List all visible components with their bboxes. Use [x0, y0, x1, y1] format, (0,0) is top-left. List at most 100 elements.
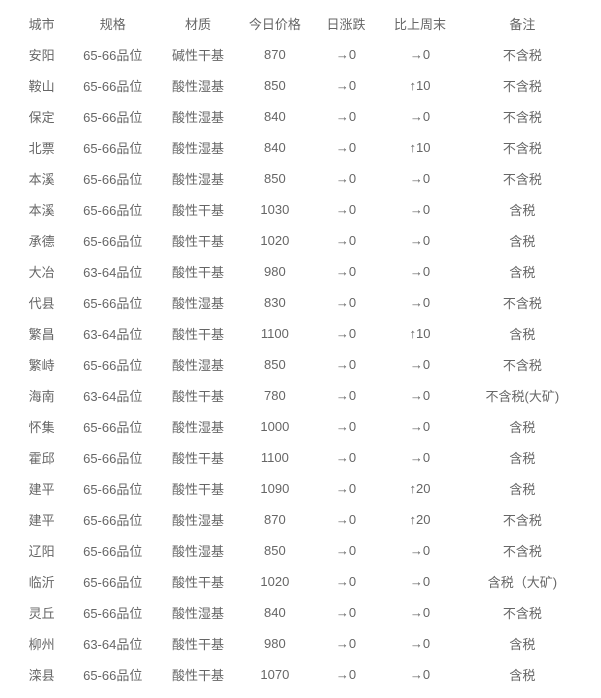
weekly-change-value: 20 — [416, 481, 430, 496]
col-header-material: 材质 — [158, 8, 238, 39]
cell-note: 含税 — [460, 659, 585, 690]
cell-weekly: ↑10 — [380, 132, 460, 163]
arrow-flat-icon: → — [336, 109, 349, 124]
cell-city: 繁昌 — [16, 318, 67, 349]
cell-weekly: →0 — [380, 225, 460, 256]
cell-price: 1090 — [238, 473, 312, 504]
table-row: 建平65-66品位酸性湿基870→0↑20不含税 — [16, 504, 585, 535]
arrow-flat-icon: → — [410, 202, 423, 217]
cell-note: 含税 — [460, 473, 585, 504]
cell-price: 840 — [238, 597, 312, 628]
cell-weekly: →0 — [380, 411, 460, 442]
weekly-change-value: 0 — [423, 109, 430, 124]
arrow-flat-icon: → — [336, 47, 349, 62]
cell-daily: →0 — [312, 163, 380, 194]
cell-spec: 63-64品位 — [67, 380, 158, 411]
cell-material: 酸性干基 — [158, 659, 238, 690]
table-body: 安阳65-66品位碱性干基870→0→0不含税鞍山65-66品位酸性湿基850→… — [16, 39, 585, 690]
cell-city: 辽阳 — [16, 535, 67, 566]
arrow-flat-icon: → — [410, 419, 423, 434]
cell-spec: 65-66品位 — [67, 659, 158, 690]
cell-material: 酸性干基 — [158, 380, 238, 411]
cell-weekly: →0 — [380, 442, 460, 473]
cell-note: 不含税 — [460, 163, 585, 194]
weekly-change: →0 — [410, 388, 430, 403]
table-row: 辽阳65-66品位酸性湿基850→0→0不含税 — [16, 535, 585, 566]
cell-weekly: →0 — [380, 287, 460, 318]
arrow-flat-icon: → — [336, 140, 349, 155]
cell-weekly: →0 — [380, 39, 460, 70]
cell-daily: →0 — [312, 256, 380, 287]
weekly-change-value: 10 — [416, 326, 430, 341]
cell-spec: 65-66品位 — [67, 194, 158, 225]
table-row: 鞍山65-66品位酸性湿基850→0↑10不含税 — [16, 70, 585, 101]
cell-price: 1000 — [238, 411, 312, 442]
cell-price: 840 — [238, 101, 312, 132]
daily-change: →0 — [336, 605, 356, 620]
daily-change: →0 — [336, 481, 356, 496]
cell-price: 980 — [238, 628, 312, 659]
table-row: 临沂65-66品位酸性干基1020→0→0含税（大矿) — [16, 566, 585, 597]
cell-spec: 65-66品位 — [67, 70, 158, 101]
daily-change: →0 — [336, 295, 356, 310]
daily-change-value: 0 — [349, 264, 356, 279]
cell-daily: →0 — [312, 566, 380, 597]
daily-change-value: 0 — [349, 667, 356, 682]
cell-weekly: →0 — [380, 380, 460, 411]
cell-spec: 65-66品位 — [67, 349, 158, 380]
cell-daily: →0 — [312, 504, 380, 535]
cell-city: 鞍山 — [16, 70, 67, 101]
col-header-price: 今日价格 — [238, 8, 312, 39]
daily-change-value: 0 — [349, 47, 356, 62]
daily-change-value: 0 — [349, 140, 356, 155]
cell-note: 不含税 — [460, 287, 585, 318]
cell-material: 酸性干基 — [158, 256, 238, 287]
cell-weekly: →0 — [380, 194, 460, 225]
cell-city: 本溪 — [16, 163, 67, 194]
cell-weekly: →0 — [380, 101, 460, 132]
cell-spec: 65-66品位 — [67, 566, 158, 597]
weekly-change-value: 0 — [423, 388, 430, 403]
daily-change-value: 0 — [349, 605, 356, 620]
cell-city: 滦县 — [16, 659, 67, 690]
cell-material: 酸性干基 — [158, 628, 238, 659]
cell-spec: 63-64品位 — [67, 256, 158, 287]
daily-change: →0 — [336, 47, 356, 62]
cell-spec: 63-64品位 — [67, 318, 158, 349]
arrow-flat-icon: → — [336, 512, 349, 527]
cell-spec: 65-66品位 — [67, 535, 158, 566]
cell-weekly: →0 — [380, 256, 460, 287]
arrow-flat-icon: → — [336, 450, 349, 465]
cell-material: 酸性湿基 — [158, 287, 238, 318]
weekly-change: ↑20 — [409, 481, 430, 496]
cell-note: 含税 — [460, 411, 585, 442]
cell-spec: 65-66品位 — [67, 225, 158, 256]
daily-change-value: 0 — [349, 171, 356, 186]
cell-price: 1070 — [238, 659, 312, 690]
cell-daily: →0 — [312, 132, 380, 163]
daily-change-value: 0 — [349, 109, 356, 124]
weekly-change: ↑20 — [409, 512, 430, 527]
daily-change-value: 0 — [349, 450, 356, 465]
table-row: 本溪65-66品位酸性湿基850→0→0不含税 — [16, 163, 585, 194]
arrow-flat-icon: → — [410, 295, 423, 310]
table-row: 本溪65-66品位酸性干基1030→0→0含税 — [16, 194, 585, 225]
weekly-change-value: 0 — [423, 357, 430, 372]
cell-material: 酸性湿基 — [158, 132, 238, 163]
cell-note: 含税 — [460, 256, 585, 287]
cell-city: 灵丘 — [16, 597, 67, 628]
daily-change: →0 — [336, 233, 356, 248]
cell-weekly: →0 — [380, 349, 460, 380]
arrow-flat-icon: → — [336, 357, 349, 372]
cell-price: 850 — [238, 70, 312, 101]
daily-change: →0 — [336, 202, 356, 217]
cell-price: 870 — [238, 504, 312, 535]
cell-spec: 63-64品位 — [67, 628, 158, 659]
cell-material: 酸性干基 — [158, 473, 238, 504]
table-row: 灵丘65-66品位酸性湿基840→0→0不含税 — [16, 597, 585, 628]
arrow-flat-icon: → — [336, 233, 349, 248]
cell-spec: 65-66品位 — [67, 287, 158, 318]
daily-change: →0 — [336, 78, 356, 93]
daily-change-value: 0 — [349, 574, 356, 589]
cell-daily: →0 — [312, 628, 380, 659]
